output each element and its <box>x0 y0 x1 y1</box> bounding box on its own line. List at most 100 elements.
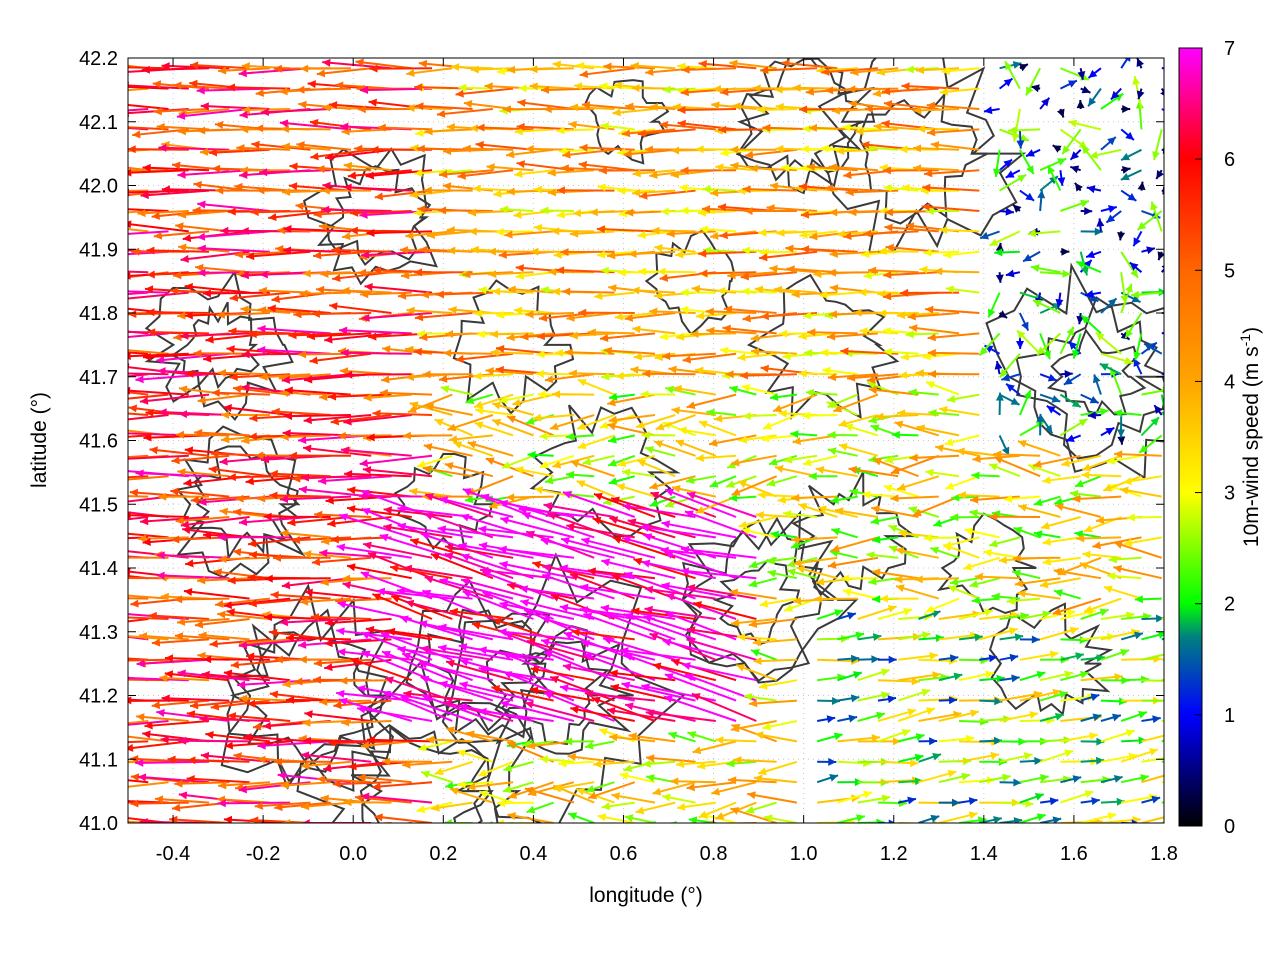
wind-vector-head <box>507 582 516 590</box>
wind-vector-head <box>447 247 455 255</box>
wind-vector <box>68 780 128 788</box>
wind-vector <box>342 823 412 833</box>
wind-vector-head <box>298 641 306 649</box>
wind-vector <box>858 288 898 296</box>
wind-vector-shaft <box>68 719 128 721</box>
wind-vector-head <box>68 716 76 724</box>
wind-vector-head <box>801 145 809 153</box>
wind-vector-head <box>79 520 87 528</box>
wind-vector-head <box>115 674 123 682</box>
wind-vector-shaft <box>119 782 168 787</box>
wind-vector <box>715 736 756 744</box>
wind-vector-shaft <box>69 272 128 276</box>
wind-vector-head <box>66 813 74 821</box>
wind-vector-head <box>816 466 825 474</box>
wind-vector-head <box>579 825 588 833</box>
wind-vector <box>828 395 858 408</box>
wind-vector <box>646 754 695 762</box>
wind-vector-head <box>230 294 238 302</box>
wind-vector-head <box>625 702 634 710</box>
wind-vector-head <box>717 287 725 295</box>
wind-vector <box>101 415 168 425</box>
wind-vector-head <box>116 145 124 153</box>
wind-vector <box>1000 752 1033 762</box>
wind-vector-head <box>117 167 125 175</box>
wind-vector <box>125 741 189 751</box>
wind-vector-head <box>492 288 500 296</box>
wind-vector-head <box>438 206 446 214</box>
wind-vector <box>75 655 128 663</box>
wind-vector-head <box>601 267 609 275</box>
wind-vector <box>858 605 897 619</box>
wind-vector-head <box>104 528 112 536</box>
wind-vector-shaft <box>227 87 290 88</box>
wind-vector <box>502 456 533 469</box>
wind-vector <box>916 424 959 435</box>
wind-vector-head <box>228 473 236 481</box>
wind-vector-head <box>240 111 248 119</box>
wind-vector-head <box>793 84 801 92</box>
wind-vector <box>437 109 493 118</box>
wind-vector <box>512 395 553 407</box>
wind-vector-shaft <box>79 231 128 232</box>
wind-vector <box>78 472 128 480</box>
wind-vector-head <box>55 488 63 496</box>
wind-vector-head <box>73 69 81 77</box>
wind-vector-shaft <box>374 816 432 823</box>
wind-vector-head <box>801 164 809 172</box>
wind-vector <box>329 302 391 313</box>
wind-vector <box>475 421 513 435</box>
wind-vector-head <box>761 312 769 320</box>
wind-vector-head <box>791 494 799 502</box>
wind-vector-head <box>70 795 78 803</box>
wind-vector-head <box>56 212 64 220</box>
wind-vector-head <box>185 283 193 291</box>
wind-vector <box>99 88 148 96</box>
wind-vector-head <box>532 561 541 569</box>
wind-vector-head <box>228 208 236 216</box>
wind-vector <box>833 395 878 413</box>
wind-vector <box>282 578 351 589</box>
wind-vector-head <box>122 272 130 280</box>
wind-vector <box>979 774 1010 782</box>
wind-vector <box>817 697 840 705</box>
wind-vector <box>498 546 573 558</box>
wind-vector-head <box>829 208 837 216</box>
wind-vector-shaft <box>79 270 149 272</box>
wind-vector-head <box>99 721 107 729</box>
wind-vector <box>898 733 924 741</box>
wind-vector-head <box>544 502 553 510</box>
wind-vector-shaft <box>55 354 128 358</box>
wind-vector-head <box>573 209 581 217</box>
wind-vector-head <box>107 396 115 404</box>
wind-vector <box>1000 711 1038 721</box>
wind-vector <box>678 426 715 435</box>
wind-vector-shaft <box>75 659 128 660</box>
wind-vector-shaft <box>56 150 128 154</box>
wind-vector-head <box>425 824 434 832</box>
wind-vector-head <box>83 346 91 354</box>
wind-vector-head <box>265 575 273 583</box>
wind-vector-head <box>233 508 241 516</box>
wind-vector-shaft <box>59 412 128 415</box>
wind-vector <box>732 476 777 495</box>
wind-vector-head <box>118 429 126 437</box>
wind-vector-head <box>880 207 888 215</box>
wind-vector <box>474 309 513 317</box>
wind-vector-head <box>72 100 80 108</box>
wind-vector-head <box>226 345 234 353</box>
wind-vector-head <box>57 432 65 440</box>
wind-vector-shaft <box>269 495 330 496</box>
wind-vector-shaft <box>66 89 128 91</box>
wind-vector-head <box>117 426 125 434</box>
wind-vector <box>939 799 960 807</box>
wind-vector <box>571 460 615 476</box>
wind-vector <box>880 595 919 603</box>
wind-vector <box>945 435 980 446</box>
wind-vector-head <box>239 171 247 179</box>
wind-vector-head <box>79 229 87 237</box>
wind-vector-head <box>832 107 840 115</box>
wind-vector-head <box>984 609 993 617</box>
wind-vector-head <box>120 547 128 555</box>
wind-vector <box>69 675 128 683</box>
